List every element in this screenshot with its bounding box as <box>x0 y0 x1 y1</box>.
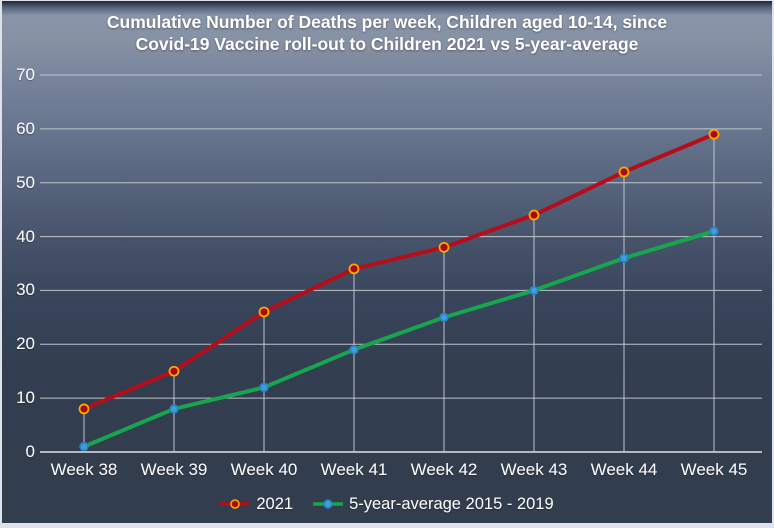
y-tick-label-60: 60 <box>16 118 35 138</box>
chart-legend: 2021 5-year-average 2015 - 2019 <box>2 495 772 513</box>
legend-marker-2021 <box>220 499 251 509</box>
series-line-5-year-average-2015-2019 <box>82 229 716 449</box>
chart-title: Cumulative Number of Deaths per week, Ch… <box>2 11 772 55</box>
data-point-2021-week-44 <box>618 166 630 178</box>
data-point-5-year-average-2015-2019-week-45 <box>709 226 719 236</box>
legend-label-2021: 2021 <box>256 495 294 513</box>
legend-marker-5-year-average-2015-2019 <box>313 499 344 509</box>
data-point-2021-week-38 <box>78 403 90 415</box>
series-line-2021 <box>82 132 716 411</box>
data-point-5-year-average-2015-2019-week-43 <box>529 285 539 296</box>
y-tick-label-70: 70 <box>16 65 35 84</box>
x-tick-label-week-38: Week 38 <box>50 460 118 479</box>
data-point-5-year-average-2015-2019-week-42 <box>439 312 449 323</box>
x-tick-label-week-41: Week 41 <box>320 460 388 479</box>
data-point-2021-week-39 <box>168 365 180 377</box>
chart-title-line-1: Cumulative Number of Deaths per week, Ch… <box>106 12 668 32</box>
y-tick-label-50: 50 <box>16 172 35 192</box>
data-point-5-year-average-2015-2019-week-39 <box>169 404 179 414</box>
data-point-5-year-average-2015-2019-week-40 <box>259 382 269 393</box>
data-point-5-year-average-2015-2019-week-41 <box>349 344 359 355</box>
x-tick-label-week-39: Week 39 <box>140 460 208 479</box>
legend-label-5-year-average-2015-2019: 5-year-average 2015 - 2019 <box>349 495 554 513</box>
y-tick-label-0: 0 <box>25 442 35 461</box>
legend-item-2021: 2021 <box>220 495 293 513</box>
data-point-5-year-average-2015-2019-week-44 <box>619 253 629 263</box>
data-point-2021-week-42 <box>438 241 450 253</box>
y-tick-label-20: 20 <box>16 334 35 354</box>
data-point-2021-week-43 <box>528 209 540 221</box>
data-point-2021-week-45 <box>708 128 720 140</box>
data-point-2021-week-40 <box>258 306 270 318</box>
y-tick-label-30: 30 <box>16 280 35 300</box>
data-point-2021-week-41 <box>348 263 360 275</box>
legend-item-5-year-average-2015-2019: 5-year-average 2015 - 2019 <box>313 495 554 513</box>
y-tick-label-10: 10 <box>16 388 35 408</box>
x-tick-label-week-42: Week 42 <box>410 460 478 479</box>
y-tick-label-40: 40 <box>16 226 35 246</box>
x-tick-label-week-43: Week 43 <box>500 460 568 479</box>
x-tick-label-week-45: Week 45 <box>680 460 748 479</box>
x-tick-label-week-40: Week 40 <box>230 460 298 479</box>
chart-title-line-2: Covid-19 Vaccine roll-out to Children 20… <box>135 34 639 54</box>
x-tick-label-week-44: Week 44 <box>590 460 658 479</box>
data-point-5-year-average-2015-2019-week-38 <box>79 441 89 452</box>
